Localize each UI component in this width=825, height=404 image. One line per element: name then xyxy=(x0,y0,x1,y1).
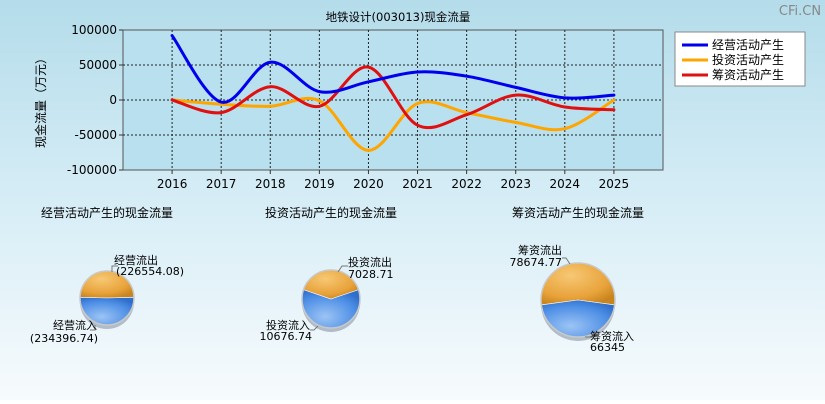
pie-title-2: 投资活动产生的现金流量 xyxy=(265,205,397,220)
x-tick-label: 2016 xyxy=(157,177,188,191)
pie-leader-1-2 xyxy=(90,325,96,331)
pie-value-2-1: 7028.71 xyxy=(348,268,394,281)
y-tick-label: -100000 xyxy=(67,163,117,177)
x-tick-label: 2023 xyxy=(500,177,531,191)
series-line-2 xyxy=(170,96,616,152)
pie-title-3: 筹资活动产生的现金流量 xyxy=(512,205,644,220)
line-chart-title: 地铁设计(003013)现金流量 xyxy=(326,10,471,24)
y-tick-label: -50000 xyxy=(74,128,117,142)
pie-value-1-1: (226554.08) xyxy=(116,265,184,278)
pie-value-1-2: (234396.74) xyxy=(30,332,98,345)
series-line-1 xyxy=(170,34,616,104)
y-tick-label: 0 xyxy=(109,93,117,107)
series-lines xyxy=(170,34,616,152)
pie-leader-2-2 xyxy=(310,325,319,331)
pie-label-1-2: 经营流入 xyxy=(53,318,97,332)
legend-label-3: 筹资活动产生 xyxy=(712,68,784,82)
pie-label-2-2: 投资流入 xyxy=(266,318,310,332)
pie-title-1: 经营活动产生的现金流量 xyxy=(41,205,173,220)
x-tick-label: 2019 xyxy=(304,177,335,191)
pie-rim-1 xyxy=(79,270,135,326)
x-tick-label: 2024 xyxy=(550,177,581,191)
pie-label-3-2: 筹资流入 xyxy=(590,329,634,343)
y-tick-label: 50000 xyxy=(79,58,117,72)
pie-slice-outflow-3 xyxy=(540,262,616,306)
x-tick-label: 2020 xyxy=(353,177,384,191)
pie-value-3-2: 66345 xyxy=(590,341,625,354)
pie-label-1-1: 经营流出 xyxy=(114,253,158,267)
x-axis: 2016 2017 2018 2019 2020 2021 2022 2023 2024 2025 xyxy=(157,170,629,191)
pie-rim-3 xyxy=(540,262,616,338)
x-tick-label: 2025 xyxy=(599,177,630,191)
x-tick-label: 2021 xyxy=(402,177,433,191)
pie-value-2-2: 10676.74 xyxy=(260,330,313,343)
x-tick-label: 2022 xyxy=(451,177,482,191)
x-tick-label: 2017 xyxy=(206,177,237,191)
y-axis: 100000 50000 0 -50000 -100000 xyxy=(67,23,123,177)
pie-leader-3-1 xyxy=(562,257,571,265)
pie-leader-1-1 xyxy=(111,265,118,272)
pie-label-2-1: 投资流出 xyxy=(348,255,392,269)
watermark: CFi.CN xyxy=(779,4,821,19)
pie-leader-2-1 xyxy=(337,265,348,273)
x-tick-label: 2018 xyxy=(255,177,286,191)
y-tick-label: 100000 xyxy=(71,23,117,37)
y-axis-label: 现金流量（万元） xyxy=(33,52,48,148)
pie-rim-2 xyxy=(301,269,361,329)
pie-value-3-1: 78674.77 xyxy=(510,256,563,269)
legend-label-1: 经营活动产生 xyxy=(712,38,784,52)
legend-label-2: 投资活动产生 xyxy=(712,52,784,67)
series-line-3 xyxy=(170,65,616,130)
pie-label-3-1: 筹资流出 xyxy=(518,243,562,257)
